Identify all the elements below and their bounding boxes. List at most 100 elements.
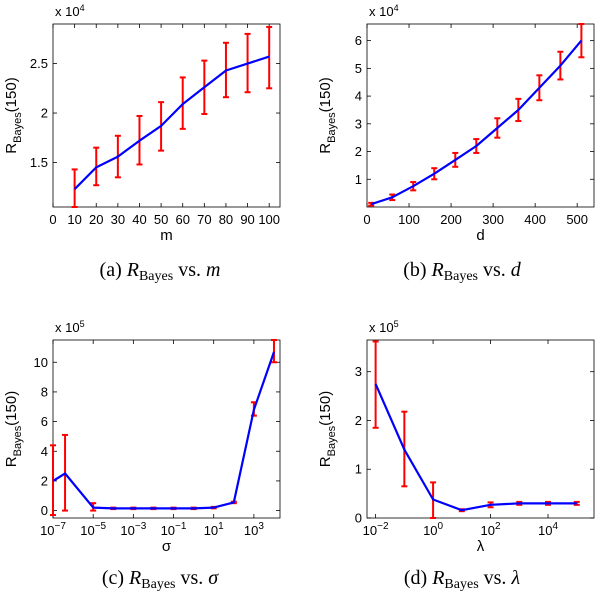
axes-box (366, 339, 595, 519)
chart-caption: (c) RBayes vs. σ (102, 567, 219, 592)
x-tick-label: 30 (111, 212, 125, 227)
x-axis-label: m (160, 227, 173, 244)
y-axis-label-main: R (3, 143, 20, 154)
axis-exponent-base: x 10 (55, 4, 80, 19)
y-tick-label: 4 (41, 444, 48, 459)
x-tick-label-base: 10 (244, 523, 258, 538)
caption-label: (b) (403, 259, 431, 281)
x-tick-label: 60 (175, 212, 189, 227)
axis-exponent-power: 4 (394, 3, 399, 13)
caption-symbol: R (431, 567, 444, 589)
caption-label: (d) (404, 567, 432, 589)
y-axis-label-sub: Bayes (326, 425, 338, 456)
y-axis-label-main: R (3, 456, 20, 467)
caption-vs: vs. (173, 259, 206, 281)
chart-caption: (d) RBayes vs. λ (404, 567, 521, 592)
caption-symbol: R (431, 259, 444, 281)
x-axis-label: d (476, 227, 484, 244)
caption-symbol: R (128, 567, 141, 589)
x-tick-label: 400 (524, 212, 546, 227)
axis-exponent: x 105 (55, 319, 85, 335)
axis-exponent-base: x 10 (369, 4, 394, 19)
y-tick-label: 4 (355, 89, 362, 104)
y-tick-label: 3 (355, 116, 362, 131)
axis-exponent-base: x 10 (55, 320, 80, 335)
caption-variable: m (206, 259, 220, 281)
caption-variable: d (511, 259, 522, 281)
x-tick-label-exp: −5 (95, 521, 107, 532)
caption-label: (a) (100, 259, 127, 281)
series-line (374, 383, 577, 512)
y-axis-label-main: R (317, 456, 334, 467)
caption-subscript: Bayes (444, 269, 478, 284)
caption-variable: σ (208, 567, 219, 589)
x-tick-label: 10−3 (120, 521, 146, 538)
axis-exponent: x 105 (369, 319, 399, 335)
x-tick-label-base: 10 (161, 523, 175, 538)
y-tick-label: 1.5 (30, 155, 48, 170)
x-tick-label-exp: 0 (438, 521, 444, 532)
x-tick-label-exp: 4 (552, 521, 558, 532)
x-tick-label-exp: 3 (258, 521, 264, 532)
y-axis-label-sub: Bayes (12, 425, 24, 456)
axis-exponent-base: x 10 (369, 320, 394, 335)
x-tick-label-base: 10 (481, 523, 495, 538)
x-tick-label: 100 (423, 521, 443, 538)
y-tick-label: 8 (41, 384, 48, 399)
y-tick-label: 1 (355, 462, 362, 477)
caption-subscript: Bayes (139, 269, 173, 284)
y-tick-label: 5 (355, 61, 362, 76)
series-line (370, 39, 583, 206)
caption-symbol: R (126, 259, 139, 281)
x-tick-label-exp: 2 (495, 521, 501, 532)
x-tick-label-base: 10 (80, 523, 94, 538)
caption-vs: vs. (479, 567, 512, 589)
x-tick-label-base: 10 (538, 523, 552, 538)
y-tick-label: 2 (355, 413, 362, 428)
x-tick-label-base: 10 (423, 523, 437, 538)
x-tick-label: 10−1 (161, 521, 187, 538)
y-axis-label-sub: Bayes (12, 112, 24, 143)
x-tick-label-base: 10 (363, 523, 377, 538)
y-tick-label: 6 (41, 414, 48, 429)
y-axis-label: RBayes(150) (3, 77, 24, 153)
y-axis-label-tail: (150) (317, 391, 334, 426)
x-tick-label: 100 (258, 212, 280, 227)
caption-variable: λ (510, 567, 520, 589)
caption-label: (c) (102, 567, 129, 589)
y-tick-label: 6 (355, 33, 362, 48)
x-tick-label: 10−2 (363, 521, 389, 538)
x-tick-label: 103 (244, 521, 264, 538)
x-tick-label: 80 (219, 212, 233, 227)
x-tick-label: 10 (67, 212, 81, 227)
y-axis-label: RBayes(150) (317, 77, 338, 153)
x-tick-label: 0 (363, 212, 370, 227)
y-tick-label: 3 (355, 364, 362, 379)
y-tick-label: 2 (41, 473, 48, 488)
x-tick-label: 20 (89, 212, 103, 227)
y-axis-label-tail: (150) (3, 391, 20, 426)
series-line (73, 55, 270, 190)
axes-box (366, 23, 595, 208)
x-tick-label-exp: −2 (377, 521, 389, 532)
axis-exponent: x 104 (55, 3, 85, 19)
x-tick-label: 102 (481, 521, 501, 538)
x-tick-label: 300 (482, 212, 504, 227)
y-axis-label: RBayes(150) (317, 391, 338, 467)
y-axis-label-tail: (150) (3, 77, 20, 112)
x-tick-label: 500 (566, 212, 588, 227)
x-tick-label: 10−5 (80, 521, 106, 538)
x-tick-label-base: 10 (204, 523, 218, 538)
caption-subscript: Bayes (141, 577, 175, 592)
axis-exponent-power: 5 (80, 319, 85, 329)
x-axis-label: σ (162, 538, 172, 555)
x-tick-label: 70 (197, 212, 211, 227)
y-tick-label: 1 (355, 172, 362, 187)
axes-box (52, 23, 281, 208)
x-tick-label-base: 10 (120, 523, 134, 538)
